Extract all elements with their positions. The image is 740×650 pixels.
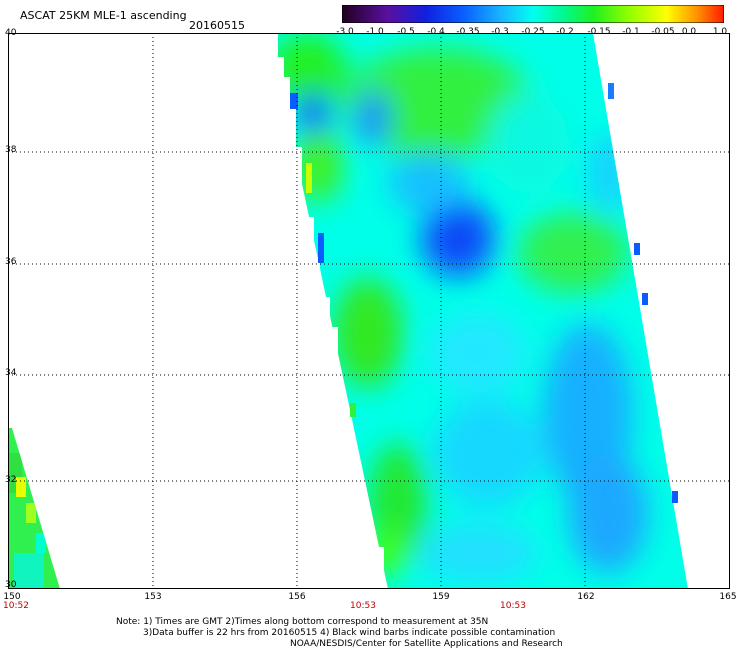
lat-label: 30 [5,580,17,590]
lat-label: 34 [5,368,17,378]
colorbar-label: -0.25 [521,27,545,37]
colorbar-label: 0.0 [681,27,697,37]
colorbar-label: -0.4 [427,27,445,37]
pass-time-label: 10:53 [500,601,526,611]
colorbar [342,5,724,23]
product-date: 20160515 [189,19,245,32]
lat-label: 36 [5,257,17,267]
map-plot [8,33,730,589]
lon-label: 156 [288,592,306,602]
lon-label: 159 [432,592,450,602]
map-frame [8,33,730,589]
swath-main [270,33,688,589]
product-title: ASCAT 25KM MLE-1 ascending [20,9,187,22]
lon-label: 153 [144,592,162,602]
lon-label: 150 [3,592,21,602]
lat-label: 40 [5,28,17,38]
colorbar-label: -0.05 [651,27,675,37]
colorbar-label: 1.0 [712,27,728,37]
lon-label: 162 [577,592,595,602]
footnote-line: Note: 1) Times are GMT 2)Times along bot… [116,617,489,627]
colorbar-label: -0.1 [622,27,640,37]
map-grid [8,33,730,589]
colorbar-label: -3.0 [336,27,354,37]
colorbar-label: -1.0 [366,27,384,37]
footnote-line: 3)Data buffer is 22 hrs from 20160515 4)… [143,628,556,638]
colorbar-label: -0.15 [587,27,611,37]
colorbar-label: -0.3 [491,27,509,37]
lat-label: 38 [5,145,17,155]
pass-time-label: 10:53 [350,601,376,611]
lon-label: 165 [719,592,737,602]
colorbar-label: -0.5 [397,27,415,37]
colorbar-labels: -3.0 -1.0 -0.5 -0.4 -0.35 -0.3 -0.25 -0.… [334,27,734,39]
lat-label: 32 [5,475,17,485]
swath-left [8,428,60,589]
colorbar-label: -0.35 [456,27,480,37]
footnote-credit: NOAA/NESDIS/Center for Satellite Applica… [290,639,563,649]
colorbar-label: -0.2 [556,27,574,37]
pass-time-label: 10:52 [3,601,29,611]
